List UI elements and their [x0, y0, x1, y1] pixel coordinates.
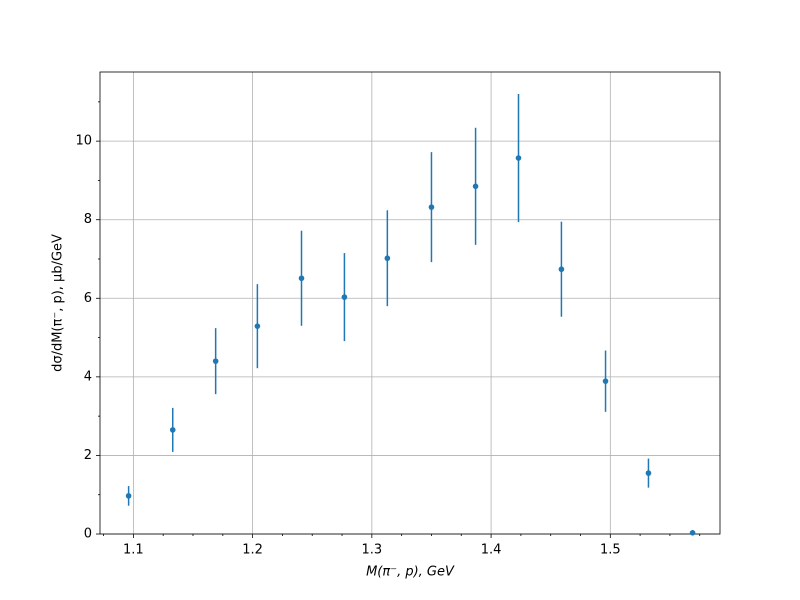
y-tick-label: 10 — [75, 134, 92, 149]
x-axis-label: M(π⁻, p), GeV — [366, 565, 455, 580]
data-point — [558, 266, 565, 273]
data-point — [254, 323, 261, 329]
y-tick-label: 6 — [84, 291, 92, 306]
x-tick-label: 1.2 — [242, 543, 263, 558]
data-point — [472, 183, 479, 190]
data-point — [125, 493, 132, 499]
y-tick-label: 0 — [84, 527, 92, 542]
x-tick-label: 1.1 — [123, 543, 144, 558]
y-axis-label: dσ/dM(π⁻, p), μb/GeV — [51, 234, 66, 372]
data-point — [169, 427, 176, 433]
y-tick-label: 8 — [84, 212, 92, 227]
x-tick-label: 1.3 — [362, 543, 383, 558]
x-tick-label: 1.5 — [600, 543, 621, 558]
data-point — [689, 530, 696, 536]
data-point — [298, 275, 305, 282]
data-point — [515, 155, 522, 161]
x-tick-label: 1.4 — [481, 543, 502, 558]
data-point — [428, 204, 435, 210]
data-point — [341, 294, 348, 300]
data-point — [602, 378, 609, 384]
y-tick-label: 4 — [84, 369, 92, 384]
data-point — [212, 358, 219, 364]
plot-frame — [99, 71, 721, 535]
data-point — [645, 470, 652, 476]
data-point — [384, 255, 391, 262]
y-tick-label: 2 — [84, 448, 92, 463]
